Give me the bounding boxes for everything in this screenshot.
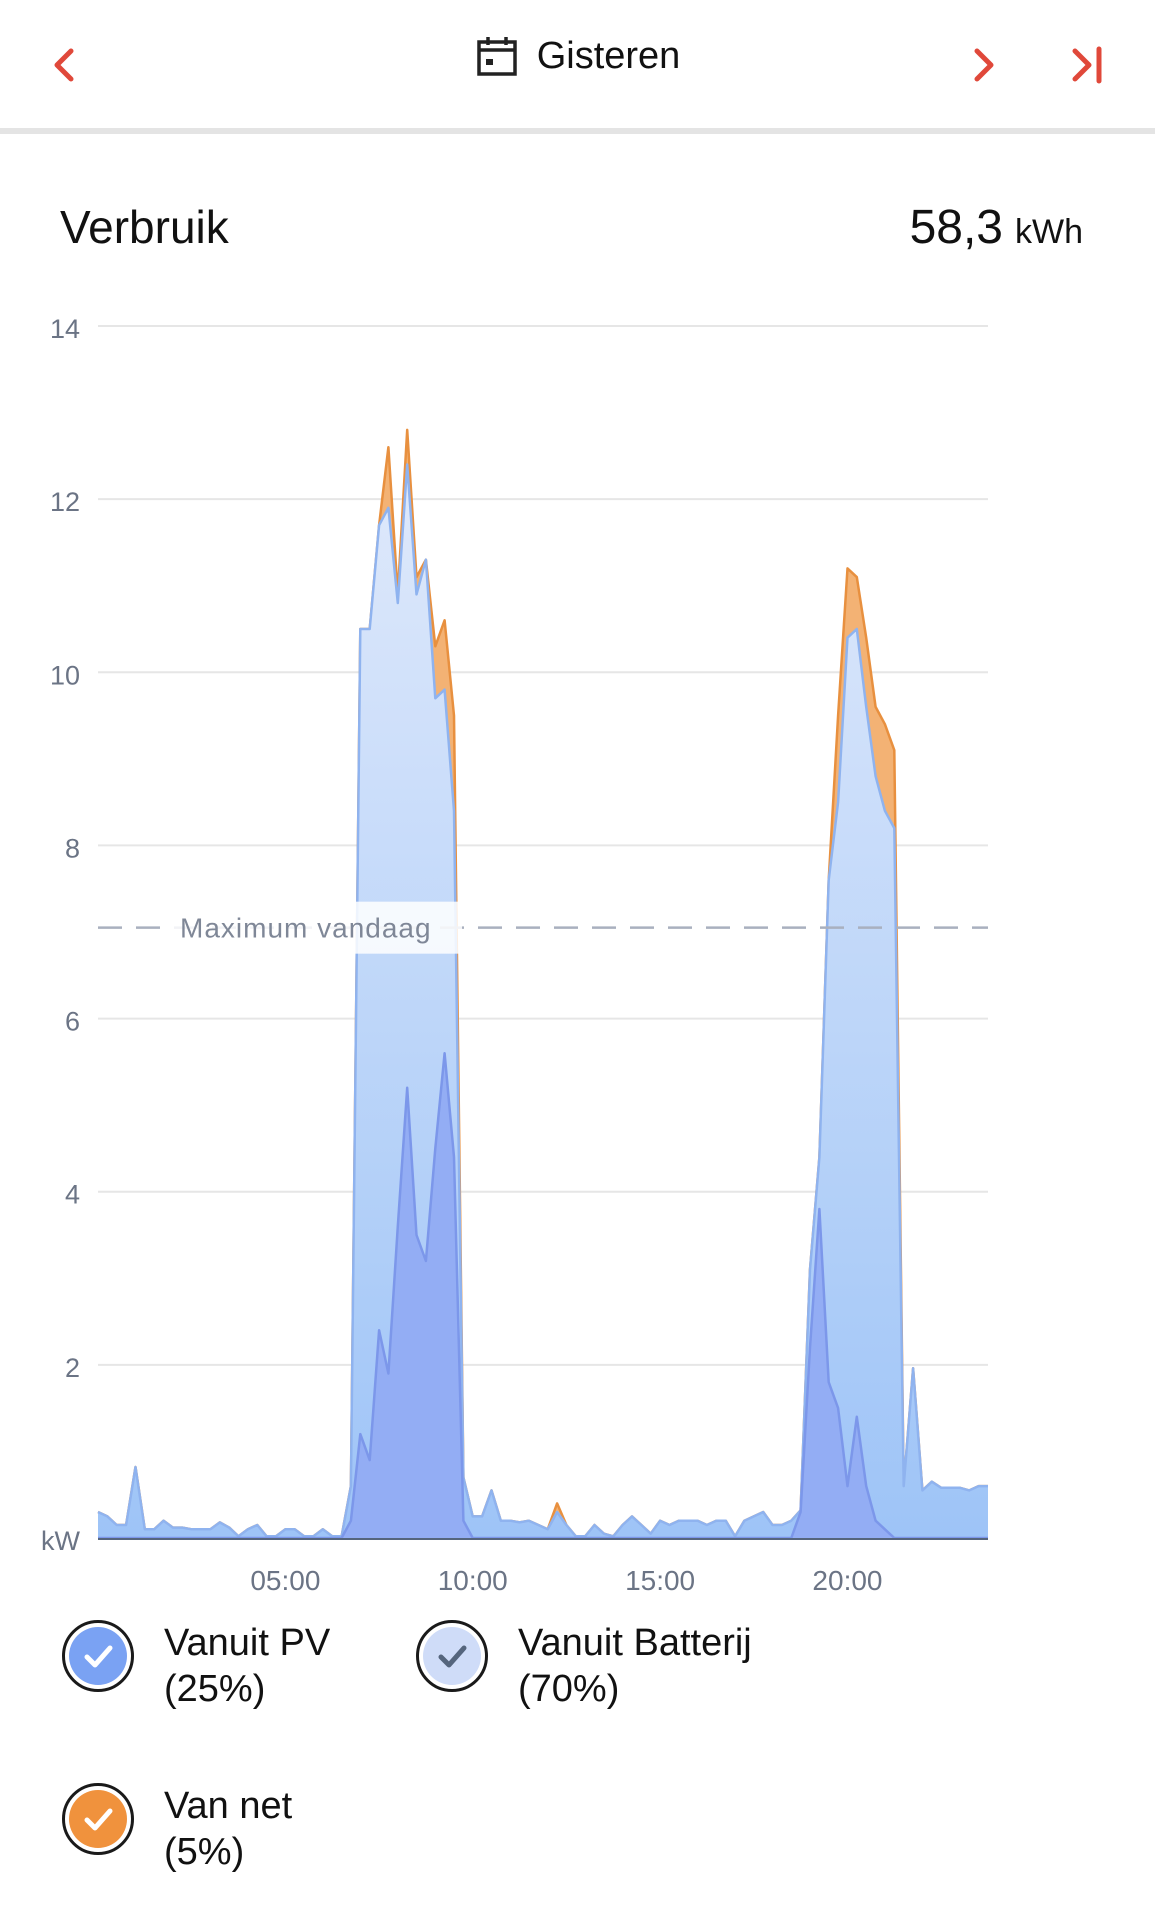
next-day-button[interactable] — [948, 30, 1018, 100]
y-tick-label: kW — [41, 1526, 81, 1556]
legend-item-pv[interactable]: Vanuit PV (25%) — [62, 1620, 330, 1712]
y-tick-label: 10 — [50, 660, 80, 690]
date-title[interactable]: Gisteren — [0, 34, 1155, 78]
legend-label-battery: Vanuit Batterij — [518, 1622, 752, 1664]
grid-checkbox[interactable] — [62, 1783, 134, 1855]
consumption-header: Verbruik 58,3 kWh — [60, 200, 1083, 255]
pv-checkbox[interactable] — [62, 1620, 134, 1692]
total-unit: kWh — [1015, 213, 1083, 251]
y-tick-label: 12 — [50, 487, 80, 517]
y-tick-label: 2 — [65, 1353, 80, 1383]
legend-share-grid: (5%) — [164, 1831, 245, 1873]
reference-label-bg — [170, 901, 462, 954]
date-title-text: Gisteren — [536, 34, 681, 77]
chevron-left-icon — [54, 48, 74, 82]
last-day-button[interactable] — [1052, 30, 1122, 100]
previous-day-button[interactable] — [30, 30, 100, 100]
total-value: 58,3 — [909, 201, 1003, 254]
line-vanuit-batterij — [97, 463, 988, 1538]
chevron-right-icon — [974, 48, 994, 82]
x-tick-label: 10:00 — [438, 1565, 508, 1596]
legend-item-grid[interactable]: Van net (5%) — [62, 1783, 292, 1875]
battery-check-fill — [423, 1627, 481, 1685]
legend-label-grid: Van net — [164, 1785, 293, 1827]
pv-check-fill — [69, 1627, 127, 1685]
x-tick-label: 20:00 — [812, 1565, 882, 1596]
card-title: Verbruik — [60, 201, 229, 253]
y-tick-label: 8 — [65, 833, 80, 863]
checkmark-icon — [438, 1645, 467, 1668]
x-tick-label: 05:00 — [250, 1565, 320, 1596]
consumption-chart[interactable]: Maximum vandaag kW 2 4 6 8 10 12 14 05:00 10:00 15… — [0, 290, 1155, 1610]
legend-share-battery: (70%) — [518, 1668, 620, 1710]
area-vanuit-batterij — [98, 464, 988, 1538]
calendar-icon — [476, 37, 517, 76]
total-consumption: 58,3 kWh — [910, 200, 1083, 255]
y-tick-label: 14 — [50, 314, 80, 344]
checkmark-icon — [84, 1808, 113, 1831]
x-tick-label: 15:00 — [625, 1565, 695, 1596]
checkmark-icon — [84, 1645, 113, 1668]
legend-share-pv: (25%) — [164, 1668, 266, 1710]
grid-check-fill — [69, 1790, 127, 1848]
battery-checkbox[interactable] — [416, 1620, 488, 1692]
y-tick-label: 6 — [65, 1007, 80, 1037]
legend-label-pv: Vanuit PV — [164, 1622, 331, 1664]
skip-to-end-icon — [1072, 46, 1102, 84]
top-navigation-bar: Gisteren — [0, 0, 1155, 134]
legend-item-battery[interactable]: Vanuit Batterij (70%) — [416, 1620, 752, 1712]
reference-line-label: Maximum vandaag — [180, 913, 432, 944]
y-tick-label: 4 — [65, 1180, 80, 1210]
